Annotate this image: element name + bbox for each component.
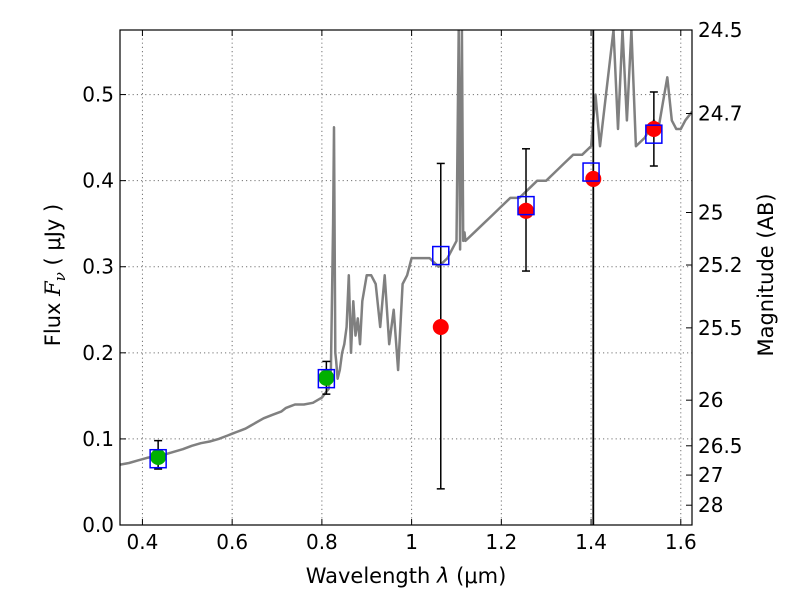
model-point-square (149, 448, 167, 469)
y2-tick-label: 25.5 (698, 316, 743, 340)
model-point-square (517, 195, 535, 216)
y-tick-label: 0.4 (82, 169, 114, 193)
y-tick-label: 0.0 (82, 513, 114, 537)
data-point-red (432, 319, 449, 335)
frame-layer (119, 29, 693, 526)
x-tick-label: 0.4 (127, 530, 159, 554)
data-point-red (645, 121, 662, 137)
y-tick-label: 0.1 (82, 427, 114, 451)
model-point-square (317, 368, 336, 389)
y2-tick-label: 26 (698, 388, 723, 412)
x-axis-label: Wavelength λ (μm) (306, 564, 507, 588)
marker-layer (149, 121, 663, 469)
y-axis-label: Flux Fν ( μJy ) (41, 204, 69, 346)
x-tick-label: 0.8 (306, 530, 338, 554)
data-point-red (518, 202, 535, 219)
y2-tick-label: 25.2 (698, 253, 743, 277)
x-tick-label: 0.6 (216, 530, 248, 554)
y2-tick-label: 24.5 (698, 18, 743, 42)
model-spectrum-layer (120, 30, 692, 466)
data-point-red (585, 170, 602, 187)
y-tick-label: 0.5 (82, 83, 114, 107)
y2-tick-label: 25 (698, 201, 723, 225)
model-point-square (582, 162, 600, 182)
x-tick-label: 1.6 (665, 530, 697, 554)
y-tick-label: 0.2 (82, 341, 114, 365)
plot-frame (119, 29, 693, 526)
y2-tick-label: 24.7 (698, 102, 743, 126)
y-tick-label: 0.3 (82, 255, 114, 279)
x-tick-label: 1 (405, 530, 418, 554)
y2-tick-label: 28 (698, 493, 723, 517)
y2-tick-label: 27 (698, 463, 723, 487)
data-point-green (318, 369, 335, 386)
errorbar-layer (154, 91, 658, 490)
x-tick-label: 1.2 (485, 530, 517, 554)
model-spectrum-line (120, 30, 692, 466)
tick-layer: 0.4 0.6 0.8 1 1.2 1.4 1.6 0.0 0.1 0.2 0.3 0.4 0.5 24.… (82, 18, 742, 554)
model-point-square (645, 124, 663, 144)
x-tick-label: 1.4 (575, 530, 607, 554)
y2-tick-label: 26.5 (698, 434, 743, 458)
data-point-green (150, 448, 167, 465)
y2-axis-label: Magnitude (AB) (754, 193, 778, 356)
model-point-square (432, 245, 450, 266)
